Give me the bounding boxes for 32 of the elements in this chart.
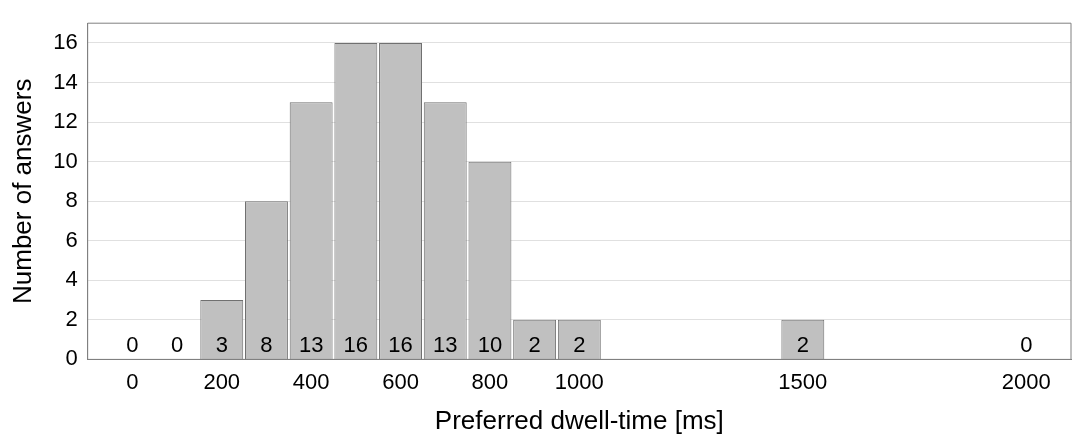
y-tick-label: 12 xyxy=(53,108,78,134)
y-tick-label: 0 xyxy=(65,345,78,371)
x-tick-label: 800 xyxy=(471,368,509,394)
x-axis-title: Preferred dwell-time [ms] xyxy=(434,404,724,435)
y-tick-label: 16 xyxy=(53,29,78,55)
y-axis-title: Number of answers xyxy=(6,78,37,305)
data-label: 13 xyxy=(433,332,458,358)
data-label: 0 xyxy=(126,332,139,358)
y-tick-label: 8 xyxy=(65,187,78,213)
x-tick-label: 1500 xyxy=(778,368,828,394)
x-tick-label: 600 xyxy=(382,368,419,394)
data-label: 0 xyxy=(170,332,184,358)
y-tick-label: 2 xyxy=(65,305,78,331)
data-label: 3 xyxy=(215,332,228,358)
data-label: 2 xyxy=(528,332,541,358)
data-label: 10 xyxy=(477,332,503,358)
y-tick-label: 10 xyxy=(53,147,78,173)
y-tick-label: 14 xyxy=(53,68,78,94)
data-label: 2 xyxy=(796,332,809,358)
y-tick-label: 4 xyxy=(65,266,78,292)
x-tick-label: 2000 xyxy=(1001,368,1051,394)
y-tick-label: 6 xyxy=(65,226,78,252)
x-tick-label: 400 xyxy=(292,368,330,394)
data-label: 16 xyxy=(388,332,413,358)
data-label: 0 xyxy=(1020,332,1033,358)
data-label: 8 xyxy=(260,332,273,358)
x-tick-label: 1000 xyxy=(554,368,604,394)
x-tick-label: 0 xyxy=(126,368,139,394)
x-tick-label: 200 xyxy=(203,368,241,394)
data-label: 2 xyxy=(573,332,586,358)
data-label: 16 xyxy=(343,332,369,358)
data-label: 13 xyxy=(298,332,324,358)
